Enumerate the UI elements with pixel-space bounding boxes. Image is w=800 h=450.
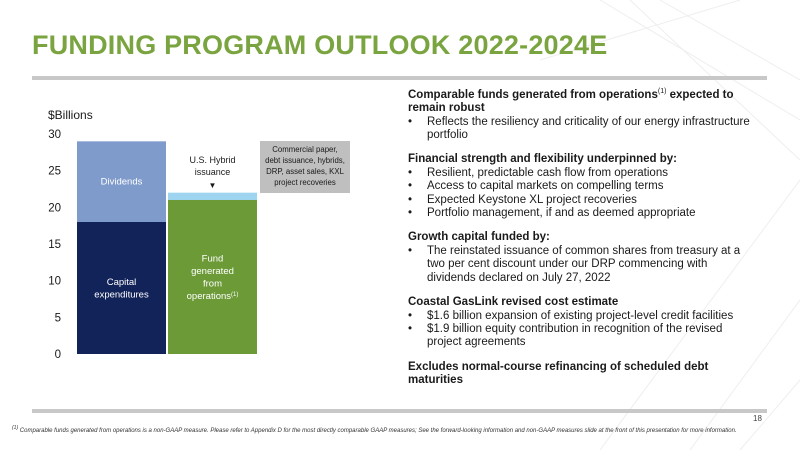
background-decoration: [540, 0, 800, 450]
bullet-item: • $1.6 billion expansion of existing proj…: [408, 310, 758, 323]
segment-label: generated: [191, 266, 234, 277]
bullet-list: • The reinstated issuance of common share…: [408, 245, 758, 285]
bullet-text: The reinstated issuance of common shares…: [427, 244, 741, 284]
segment-label: Capital: [107, 277, 137, 288]
bullet-item: • Expected Keystone XL project recoveries: [408, 194, 758, 207]
y-axis-label: $Billions: [48, 108, 93, 122]
bullet-icon: •: [408, 244, 413, 257]
annotation-label: issuance: [195, 167, 231, 177]
y-tick-label: 20: [48, 202, 61, 214]
bar-segment: [168, 200, 257, 354]
bar-segment: [168, 192, 257, 200]
bullet-text: Reflects the resiliency and criticality …: [427, 115, 750, 142]
footer-rule: [32, 409, 767, 413]
page-number: 18: [753, 414, 762, 423]
bullet-icon: •: [408, 180, 413, 193]
bullet-icon: •: [408, 322, 413, 335]
bullet-list: • Reflects the resiliency and criticality…: [408, 116, 758, 143]
y-tick-label: 30: [48, 129, 61, 141]
bar-segment: [77, 141, 166, 222]
segment-label-sup: (1): [231, 292, 238, 298]
bullet-item: • Access to capital markets on compelling…: [408, 180, 758, 193]
bullet-list: • $1.6 billion expansion of existing proj…: [408, 310, 758, 350]
segment-label: from: [203, 278, 222, 289]
funding-chart: $Billions 0 5 10 15 20 25 30 Capitalexpenditures…: [48, 108, 350, 361]
bar-segment: [77, 222, 166, 354]
bullet-text: $1.9 billion equity contribution in reco…: [427, 322, 723, 349]
bullet-icon: •: [408, 115, 413, 128]
section-block: Financial strength and flexibility under…: [408, 153, 758, 220]
title-rule: [32, 76, 767, 80]
annotation-label: U.S. Hybrid: [189, 155, 235, 165]
bullet-icon: •: [408, 207, 413, 220]
segment-label: operations(1): [187, 291, 239, 302]
y-tick-label: 25: [48, 166, 61, 178]
y-tick-label: 15: [48, 239, 61, 251]
bullet-item: • Reflects the resiliency and criticality…: [408, 116, 758, 143]
bullet-icon: •: [408, 166, 413, 179]
bullet-text: Expected Keystone XL project recoveries: [427, 193, 637, 206]
bullet-text: $1.6 billion expansion of existing proje…: [427, 309, 734, 322]
bullet-item: • The reinstated issuance of common share…: [408, 245, 758, 285]
annotation-arrow-icon: ▼: [209, 181, 217, 190]
callout-label: Commercial paper,: [272, 145, 337, 154]
section-block: Growth capital funded by: • The reinstated…: [408, 231, 758, 285]
y-tick-label: 10: [48, 276, 61, 288]
footnote: (1) Comparable funds generated from oper…: [12, 424, 772, 436]
page-title: FUNDING PROGRAM OUTLOOK 2022-2024E: [32, 30, 608, 60]
heading-sup: (1): [657, 88, 667, 95]
segment-label: expenditures: [94, 289, 149, 300]
callout-label: project recoveries: [274, 178, 336, 187]
bullet-text: Resilient, predictable cash flow from op…: [427, 166, 668, 179]
section-heading: Comparable funds generated from operatio…: [408, 85, 758, 116]
bullet-item: • $1.9 billion equity contribution in rec…: [408, 323, 758, 350]
callout-label: DRP, asset sales, KXL: [266, 167, 345, 176]
bullet-text: Access to capital markets on compelling …: [427, 180, 664, 193]
section-heading: Growth capital funded by:: [408, 231, 550, 244]
commentary-panel: Comparable funds generated from operatio…: [408, 85, 758, 388]
section-heading: Financial strength and flexibility under…: [408, 153, 677, 166]
bullet-item: • Resilient, predictable cash flow from o…: [408, 167, 758, 180]
bullet-item: • Portfolio management, if and as deemed …: [408, 207, 758, 220]
callout-box: [260, 141, 350, 193]
y-tick-label: 5: [55, 312, 61, 324]
footnote-marker: (1): [12, 425, 19, 431]
section-block: Coastal GasLink revised cost estimate • $1…: [408, 296, 758, 350]
segment-label: Dividends: [101, 177, 143, 188]
footnote-text: Comparable funds generated from operatio…: [19, 428, 737, 434]
callout-label: debt issuance, hybrids,: [265, 156, 345, 165]
bullet-icon: •: [408, 309, 413, 322]
bullet-text: Portfolio management, if and as deemed a…: [427, 207, 696, 220]
y-tick-label: 0: [55, 349, 61, 361]
bullet-icon: •: [408, 193, 413, 206]
heading-text: expected to remain robust: [408, 88, 734, 115]
heading-text: Comparable funds generated from operatio…: [408, 88, 658, 101]
segment-label: Fund: [202, 253, 224, 264]
section-heading: Coastal GasLink revised cost estimate: [408, 296, 619, 309]
section-block: Comparable funds generated from operatio…: [408, 85, 758, 142]
closing-statement: Excludes normal-course refinancing of sc…: [408, 360, 709, 387]
bullet-list: • Resilient, predictable cash flow from o…: [408, 167, 758, 221]
